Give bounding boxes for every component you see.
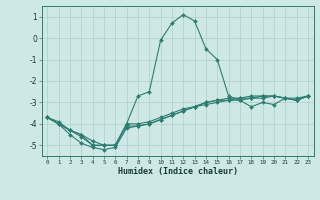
X-axis label: Humidex (Indice chaleur): Humidex (Indice chaleur): [118, 167, 237, 176]
